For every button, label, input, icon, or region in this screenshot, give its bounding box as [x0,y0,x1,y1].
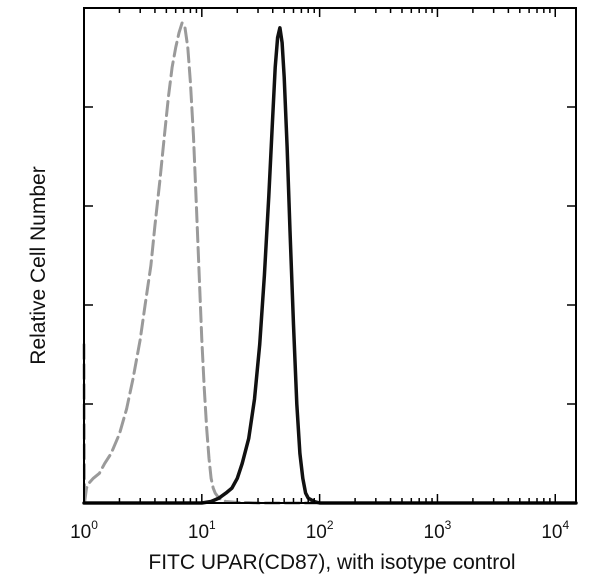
x-tick-exponent: 3 [445,518,452,532]
x-tick-base: 10 [424,522,445,543]
x-axis-ticks: 100 101 102 103 104 [70,8,569,543]
x-axis-title: FITC UPAR(CD87), with isotype control [148,551,515,574]
x-tick-base: 10 [306,522,327,543]
x-tick-label: 102 [306,518,334,543]
x-tick-base: 10 [188,522,209,543]
x-tick-label: 101 [188,518,216,543]
x-tick-label: 104 [541,518,569,543]
x-tick-base: 10 [541,522,562,543]
plot-frame [83,7,577,504]
x-tick-label: 103 [424,518,452,543]
x-tick-exponent: 4 [562,518,569,532]
series-line-upar-cd87 [82,26,578,505]
x-tick-exponent: 0 [91,518,98,532]
x-tick-exponent: 1 [209,518,216,532]
x-tick-exponent: 2 [327,518,334,532]
y-axis-title: Relative Cell Number [27,166,50,364]
x-tick-base: 10 [70,522,91,543]
series-layer [82,21,578,505]
x-tick-label: 100 [70,518,98,543]
series-line-isotype-control [82,21,322,505]
y-axis-ticks [84,7,576,504]
